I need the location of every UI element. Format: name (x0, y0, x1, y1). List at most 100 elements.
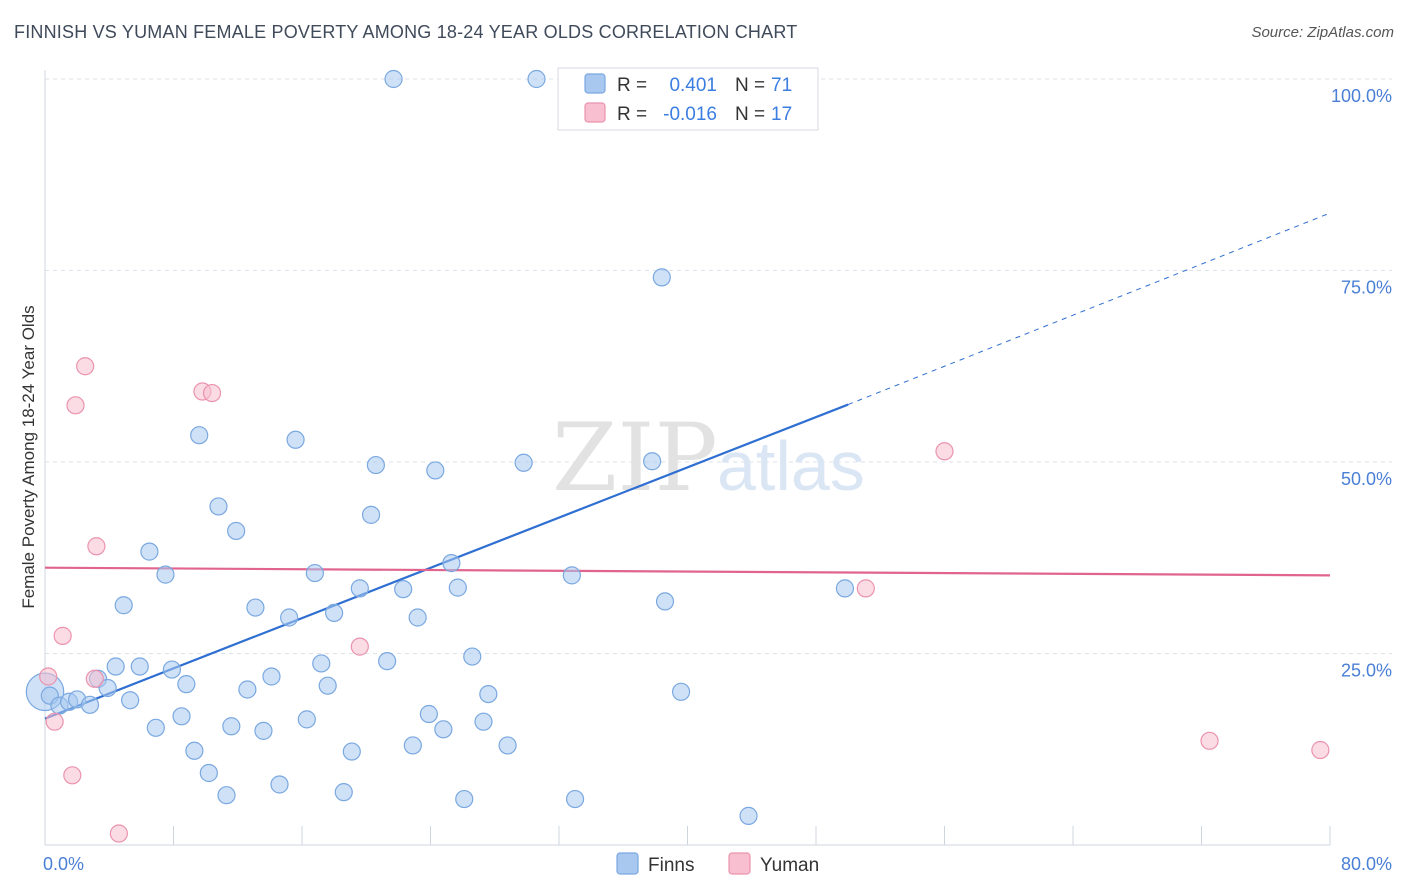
gridlines (45, 78, 1392, 654)
finns-r-value: 0.401 (669, 75, 717, 96)
yuman-point-11 (350, 637, 369, 656)
finns-point-38 (342, 742, 361, 761)
finns-point-67 (739, 806, 758, 825)
finns-point-5 (80, 695, 100, 714)
finns-point-28 (262, 667, 281, 686)
finns-point-24 (227, 521, 246, 541)
finns-point-51 (448, 578, 467, 597)
y-tick-label-100: 100.0% (1331, 86, 1392, 106)
y-tick-label-75: 75.0% (1341, 278, 1392, 298)
finns-point-63 (652, 268, 671, 287)
finns-r-label: R = (617, 75, 647, 96)
x-tick-label-max: 80.0% (1341, 854, 1392, 874)
watermark-atlas: atlas (717, 427, 865, 505)
y-tick-labels: 25.0% 50.0% 75.0% 100.0% (1331, 86, 1392, 681)
yuman-point-4 (66, 396, 85, 415)
finns-trendline-extension (847, 212, 1331, 406)
finns-point-45 (403, 736, 422, 755)
chart-title: FINNISH VS YUMAN FEMALE POVERTY AMONG 18… (14, 22, 798, 42)
finns-point-36 (325, 603, 344, 623)
x-axis-ticks (44, 826, 1331, 845)
finns-point-7 (98, 678, 117, 698)
yuman-n-label: N = (735, 104, 765, 125)
finns-point-59 (562, 566, 581, 585)
finns-point-57 (514, 453, 533, 472)
finns-point-8 (106, 657, 125, 676)
finns-point-22 (217, 786, 236, 805)
finns-series-swatch (616, 852, 639, 875)
yuman-trendline (44, 566, 1331, 577)
finns-point-64 (655, 592, 675, 611)
finns-point-53 (463, 647, 482, 666)
finns-point-46 (408, 608, 427, 627)
finns-point-56 (498, 736, 517, 755)
yuman-point-5 (76, 357, 95, 376)
yuman-point-13 (856, 579, 875, 598)
finns-point-32 (297, 710, 316, 729)
yuman-r-label: R = (617, 104, 647, 125)
yuman-point-3 (63, 766, 82, 785)
finns-point-27 (254, 721, 273, 740)
finns-legend-swatch (584, 73, 606, 94)
finns-point-40 (361, 505, 381, 524)
finns-point-9 (114, 596, 133, 615)
finns-point-29 (270, 775, 289, 794)
finns-point-48 (426, 461, 445, 480)
finns-point-10 (121, 691, 140, 710)
finns-point-12 (140, 542, 159, 561)
finns-point-13 (146, 718, 165, 737)
finns-point-62 (643, 452, 662, 471)
yuman-r-value: -0.016 (663, 104, 717, 125)
series-legend: Finns Yuman (616, 852, 819, 876)
finns-n-value: 71 (771, 75, 792, 96)
stats-legend: R = 0.401 N = 71 R = -0.016 N = 17 (557, 67, 819, 131)
y-tick-label-25: 25.0% (1341, 661, 1392, 681)
finns-series-label: Finns (648, 855, 694, 876)
yuman-point-15 (1200, 731, 1219, 750)
finns-point-68 (835, 579, 855, 598)
watermark-zip: ZIP (552, 404, 718, 513)
finns-point-23 (222, 717, 241, 736)
finns-point-47 (419, 704, 438, 724)
yuman-point-14 (935, 442, 954, 461)
finns-point-16 (172, 707, 191, 726)
finns-n-label: N = (735, 75, 765, 96)
finns-point-31 (286, 430, 305, 449)
finns-point-15 (162, 660, 181, 679)
finns-point-18 (185, 741, 204, 760)
yuman-n-value: 17 (771, 104, 792, 125)
data-points (25, 69, 1330, 843)
yuman-point-6 (87, 537, 106, 556)
finns-point-33 (305, 563, 324, 583)
finns-point-44 (394, 580, 413, 599)
yuman-point-1 (45, 712, 64, 731)
yuman-point-8 (109, 824, 128, 843)
x-tick-label-min: 0.0% (43, 854, 84, 874)
finns-point-58 (527, 69, 546, 89)
finns-point-19 (190, 426, 209, 445)
yuman-point-7 (85, 669, 104, 688)
finns-point-43 (384, 69, 403, 89)
finns-point-41 (366, 455, 385, 475)
yuman-point-16 (1311, 740, 1330, 760)
finns-point-30 (280, 608, 299, 627)
finns-point-54 (474, 712, 493, 731)
yuman-legend-swatch (584, 102, 606, 123)
finns-point-25 (238, 680, 257, 699)
finns-point-35 (318, 676, 337, 695)
finns-point-34 (312, 654, 331, 673)
finns-point-50 (442, 554, 461, 573)
yuman-point-0 (39, 667, 58, 686)
finns-point-52 (455, 789, 474, 809)
finns-point-39 (350, 579, 369, 598)
yuman-point-10 (202, 383, 222, 403)
finns-point-66 (671, 682, 691, 701)
finns-point-60 (565, 789, 585, 809)
finns-point-11 (130, 657, 149, 676)
y-tick-label-50: 50.0% (1341, 469, 1392, 489)
finns-point-21 (209, 497, 228, 516)
finns-point-26 (246, 598, 265, 617)
yuman-point-2 (53, 626, 72, 645)
yuman-series-label: Yuman (760, 855, 819, 876)
